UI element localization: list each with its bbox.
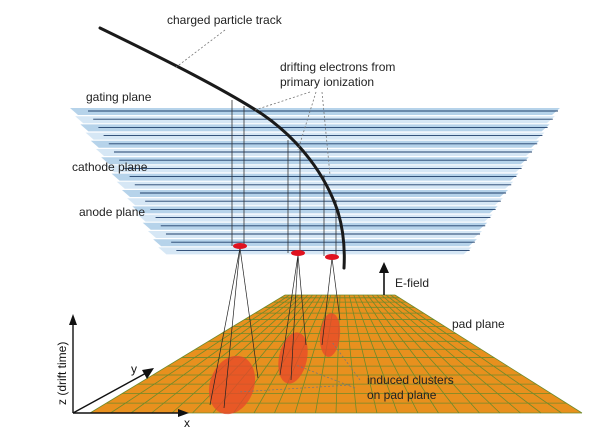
cluster-1 <box>208 355 256 415</box>
label-axis-x: x <box>184 416 190 430</box>
label-track: charged particle track <box>167 13 283 27</box>
pad-plane-surface <box>90 295 582 413</box>
label-efield: E-field <box>395 276 429 290</box>
wire-plane-slab <box>142 222 488 230</box>
label-gating-plane: gating plane <box>86 90 152 104</box>
label-cathode-plane: cathode plane <box>72 160 148 174</box>
wire-planes <box>70 108 560 255</box>
label-axis-z: z (drift time) <box>55 342 69 405</box>
wire-plane-slab <box>132 206 498 214</box>
wire-plane-slab <box>90 140 540 148</box>
cluster-2 <box>278 332 308 384</box>
pad-plane <box>89 294 583 414</box>
label-axis-y: y <box>131 362 137 376</box>
efield-indicator <box>379 262 389 295</box>
wire-plane-slab <box>101 157 529 165</box>
induced-clusters <box>208 313 341 415</box>
efield-arrow-icon <box>379 262 389 273</box>
anode-hit-1 <box>233 243 247 249</box>
label-drifting-1: drifting electrons from <box>280 60 395 74</box>
wire-plane-slab <box>70 108 560 115</box>
cluster-3 <box>319 313 341 357</box>
coordinate-axes <box>69 314 189 417</box>
wire-plane-slab <box>147 231 483 238</box>
drift-lines <box>231 100 337 256</box>
annotation-leaders <box>174 29 361 393</box>
wire-plane-slab <box>127 198 503 206</box>
wire-plane-slab <box>80 124 550 132</box>
wire-plane-slab <box>121 190 509 197</box>
particle-track <box>98 26 346 270</box>
y-axis-arrow-icon <box>142 368 154 379</box>
wire-plane-slab <box>75 116 555 124</box>
wire-plane-slab <box>85 132 545 140</box>
signal-cones <box>209 247 341 409</box>
label-clusters-2: on pad plane <box>367 388 437 402</box>
wire-plane-slab <box>111 173 519 181</box>
wire-plane-slab <box>158 247 472 255</box>
wire-plane-slab <box>95 149 535 156</box>
label-clusters-1: induced clusters <box>367 373 454 387</box>
wire-plane-slab <box>137 214 493 222</box>
label-pad-plane: pad plane <box>452 317 505 331</box>
label-anode-plane: anode plane <box>79 205 145 219</box>
x-axis-arrow-icon <box>178 409 189 417</box>
anode-hits <box>233 243 339 260</box>
wire-plane-slab <box>116 181 514 189</box>
anode-hit-3 <box>325 254 339 260</box>
wire-plane-slab <box>153 239 477 247</box>
anode-hit-2 <box>291 250 305 256</box>
label-drifting-2: primary ionization <box>280 75 374 89</box>
z-axis-arrow-icon <box>69 314 77 325</box>
